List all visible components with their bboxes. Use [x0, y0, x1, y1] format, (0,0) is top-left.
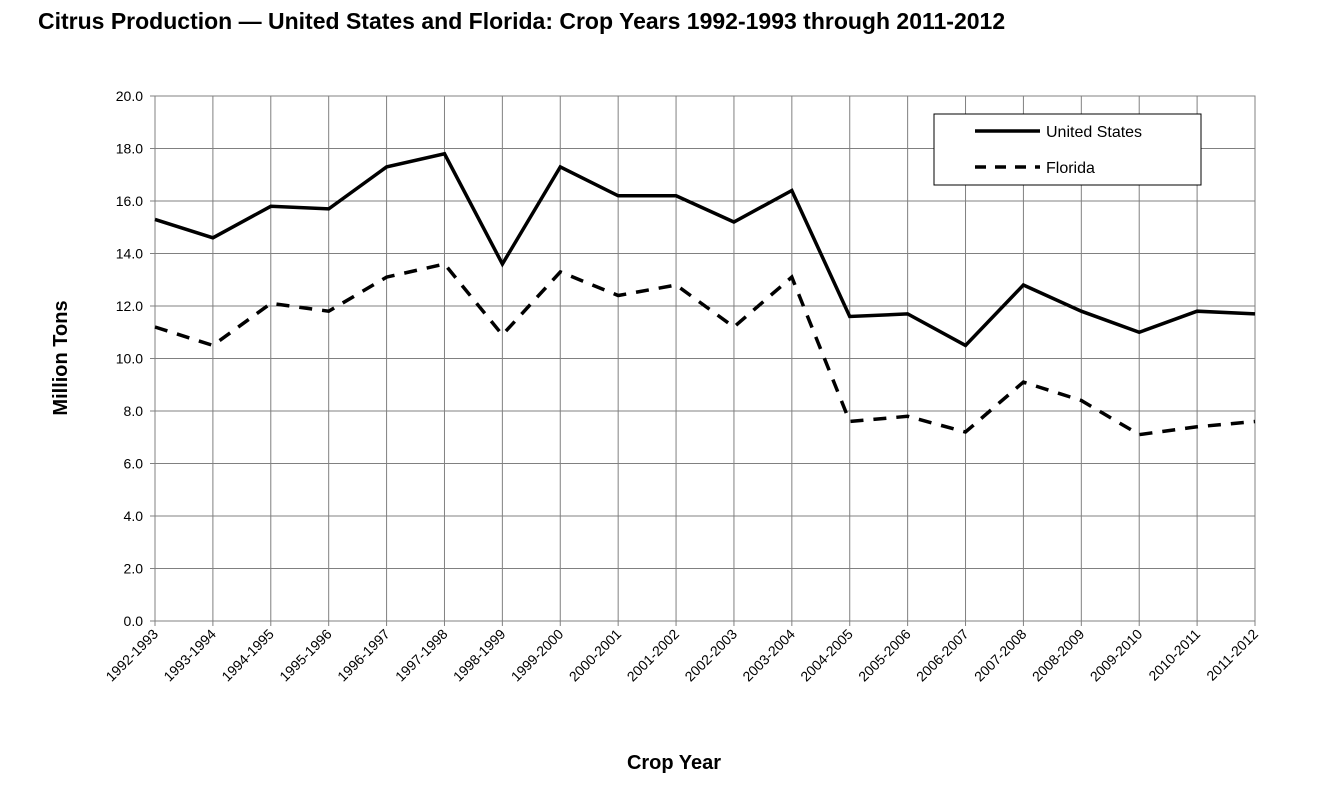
data-point: [327, 309, 331, 313]
data-point: [1079, 399, 1083, 403]
data-point: [848, 420, 852, 424]
data-point: [558, 270, 562, 274]
x-tick-label: 2008-2009: [1029, 626, 1088, 685]
series-line-united-states: [154, 151, 1256, 348]
series-lines: [153, 151, 1257, 437]
data-point: [848, 315, 852, 319]
x-tick-label: 1998-1999: [450, 626, 509, 685]
x-tick-label: 1996-1997: [334, 626, 393, 685]
x-tick-label: 2006-2007: [913, 626, 972, 685]
y-axis-title: Million Tons: [50, 300, 72, 415]
x-tick-label: 2007-2008: [971, 626, 1030, 685]
series-line-florida: [154, 262, 1256, 437]
data-point: [1021, 283, 1025, 287]
data-point: [385, 165, 389, 169]
data-point: [1021, 380, 1025, 384]
y-tick-label: 16.0: [116, 193, 143, 209]
legend-label-united-states: United States: [1046, 124, 1142, 141]
x-tick-label: 2001-2002: [624, 626, 683, 685]
y-tick-label: 20.0: [116, 88, 143, 104]
x-tick-label: 1997-1998: [392, 626, 451, 685]
x-tick-label: 2010-2011: [1145, 626, 1203, 684]
x-axis-title: Crop Year: [627, 752, 721, 774]
data-point: [906, 312, 910, 316]
data-point: [790, 189, 794, 193]
data-point: [211, 343, 215, 347]
data-point: [153, 325, 157, 329]
y-tick-label: 0.0: [124, 613, 144, 629]
x-tick-label: 2009-2010: [1087, 626, 1146, 685]
data-point: [1137, 330, 1141, 334]
x-tick-label: 2005-2006: [855, 626, 914, 685]
data-point: [1253, 420, 1257, 424]
x-tick-label: 1993-1994: [160, 626, 219, 685]
y-tick-label: 14.0: [116, 246, 143, 262]
x-tick-label: 2004-2005: [797, 626, 856, 685]
data-point: [442, 262, 446, 266]
data-point: [1137, 433, 1141, 437]
x-tick-label: 2011-2012: [1203, 626, 1261, 684]
x-tick-label: 2002-2003: [681, 626, 740, 685]
y-tick-label: 6.0: [124, 456, 144, 472]
legend: United States Florida: [933, 113, 1202, 186]
data-point: [906, 414, 910, 418]
data-point: [500, 333, 504, 337]
x-tick-label: 2000-2001: [566, 626, 625, 685]
y-tick-label: 10.0: [116, 351, 143, 367]
data-point: [385, 275, 389, 279]
data-point: [732, 220, 736, 224]
data-point: [500, 262, 504, 266]
data-point: [1195, 309, 1199, 313]
data-point: [1079, 309, 1083, 313]
data-point: [616, 294, 620, 298]
data-point: [616, 194, 620, 198]
legend-label-florida: Florida: [1046, 160, 1095, 177]
legend-box: [933, 113, 1202, 186]
data-point: [153, 217, 157, 221]
data-point: [674, 283, 678, 287]
y-tick-label: 12.0: [116, 298, 143, 314]
data-point: [964, 343, 968, 347]
y-tick-label: 18.0: [116, 141, 143, 157]
y-tick-label: 2.0: [124, 561, 144, 577]
data-point: [327, 207, 331, 211]
x-tick-label: 1994-1995: [218, 626, 277, 685]
data-point: [269, 204, 273, 208]
data-point: [1195, 425, 1199, 429]
data-point: [558, 165, 562, 169]
y-tick-label: 4.0: [124, 508, 144, 524]
data-point: [1253, 312, 1257, 316]
data-point: [269, 301, 273, 305]
data-point: [964, 430, 968, 434]
data-point: [732, 325, 736, 329]
data-point: [211, 236, 215, 240]
y-tick-label: 8.0: [124, 403, 144, 419]
data-point: [674, 194, 678, 198]
chart-title: Citrus Production — United States and Fl…: [38, 8, 1006, 34]
data-point: [442, 152, 446, 156]
x-tick-label: 1992-1993: [102, 626, 161, 685]
x-tick-label: 1995-1996: [276, 626, 335, 685]
data-point: [790, 275, 794, 279]
x-tick-label: 1999-2000: [508, 626, 567, 685]
x-tick-label: 2003-2004: [739, 626, 798, 685]
